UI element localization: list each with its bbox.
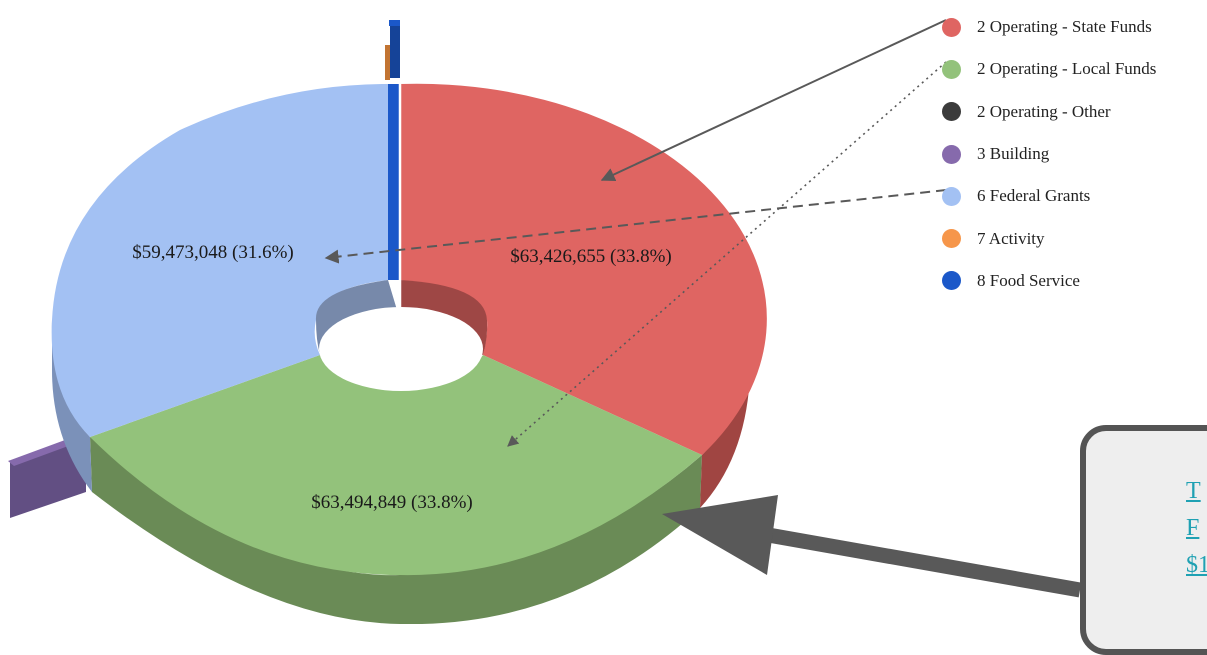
data-label-state-funds: $63,426,655 (33.8%): [510, 246, 671, 267]
legend-item: 7 Activity: [942, 217, 1156, 259]
legend-item: 3 Building: [942, 133, 1156, 175]
legend-swatch: [942, 186, 961, 206]
legend-label: 6 Federal Grants: [977, 186, 1091, 206]
legend-swatch: [942, 144, 961, 164]
legend-swatch: [942, 102, 961, 122]
legend-label: 7 Activity: [977, 228, 1045, 248]
legend-item: 2 Operating - Other: [942, 91, 1156, 133]
legend-swatch: [942, 17, 961, 37]
pie-chart: $63,426,655 (33.8%) $63,494,849 (33.8%) …: [8, 19, 1082, 624]
callout-line-2[interactable]: F: [1186, 515, 1200, 541]
legend-label: 2 Operating - State Funds: [977, 17, 1152, 37]
slice-food-service-side: [390, 22, 400, 78]
slice-activity-side: [385, 45, 390, 80]
callout-line-3[interactable]: $1: [1186, 552, 1207, 578]
slice-local-funds: [90, 355, 702, 576]
callout-link[interactable]: T F $1: [1186, 473, 1207, 584]
callout-box: T F $1: [1080, 425, 1207, 655]
slice-federal-grants: [51, 84, 389, 437]
leader-line-state: [600, 19, 947, 182]
legend-label: 8 Food Service: [977, 270, 1080, 290]
callout-arrow-shaft: [738, 522, 1082, 598]
legend-item: 8 Food Service: [942, 260, 1156, 302]
data-label-local-funds: $63,494,849 (33.8%): [311, 492, 472, 513]
slice-state-funds-side: [700, 320, 750, 508]
leader-line-federal: [324, 189, 947, 264]
doughnut-hole: [319, 307, 483, 391]
leader-line-local: [507, 61, 947, 447]
legend-label: 3 Building: [977, 144, 1050, 164]
legend-swatch: [942, 271, 961, 291]
legend: 2 Operating - State Funds 2 Operating - L…: [942, 6, 1156, 302]
callout-arrow-head: [662, 495, 778, 575]
legend-item: 2 Operating - Local Funds: [942, 48, 1156, 90]
legend-label: 2 Operating - Local Funds: [977, 59, 1157, 79]
slice-food-service: [388, 84, 400, 280]
slice-federal-grants-side: [51, 320, 92, 492]
legend-swatch: [942, 229, 961, 249]
slice-state-funds: [400, 83, 767, 456]
slice-local-funds-side: [90, 437, 702, 624]
legend-swatch: [942, 59, 961, 79]
legend-item: 6 Federal Grants: [942, 175, 1156, 217]
slice-food-service-pulled-top: [389, 20, 400, 26]
legend-item: 2 Operating - State Funds: [942, 6, 1156, 48]
callout-line-1[interactable]: T: [1186, 478, 1201, 504]
legend-label: 2 Operating - Other: [977, 101, 1111, 121]
data-label-federal-grants: $59,473,048 (31.6%): [132, 242, 293, 263]
